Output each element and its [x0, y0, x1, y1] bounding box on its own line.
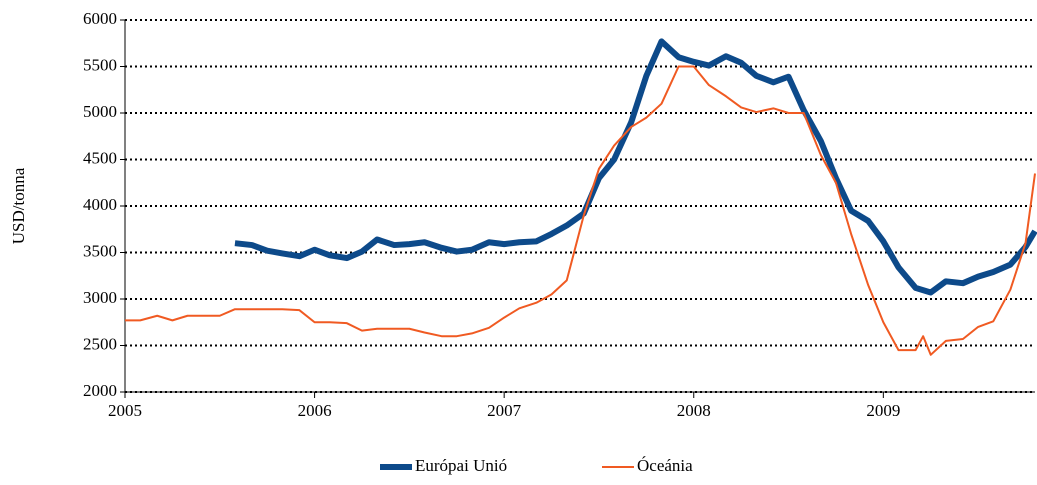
y-tick-label: 4500 [83, 148, 117, 167]
y-tick-label: 2500 [83, 334, 117, 353]
y-tick-label: 2000 [83, 381, 117, 400]
y-tick-label: 6000 [83, 9, 117, 28]
series-line [234, 38, 1037, 296]
series-line [125, 65, 1036, 356]
legend-label: Európai Unió [415, 456, 507, 475]
x-tick-label: 2007 [487, 401, 522, 420]
y-tick-label: 5500 [83, 55, 117, 74]
y-tick-label: 3000 [83, 288, 117, 307]
y-axis-label: USD/tonna [9, 167, 28, 244]
y-tick-label: 4000 [83, 195, 117, 214]
x-tick-label: 2009 [866, 401, 900, 420]
x-tick-label: 2005 [108, 401, 142, 420]
y-tick-label: 5000 [83, 102, 117, 121]
x-tick-label: 2008 [677, 401, 711, 420]
legend-label: Óceánia [637, 456, 693, 475]
x-tick-label: 2006 [298, 401, 332, 420]
y-tick-label: 3500 [83, 241, 117, 260]
